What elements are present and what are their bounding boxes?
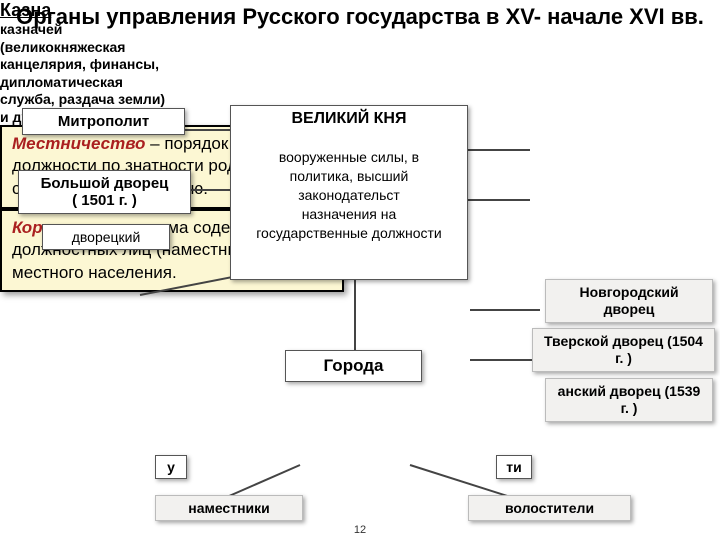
kazna-desc: казначей (великокняжеская канцелярия, фи…: [0, 21, 170, 109]
bolshoi-dvorets-box: Большой дворец ( 1501 г. ): [18, 170, 191, 214]
page-title: Органы управления Русского государства в…: [0, 4, 720, 30]
mitropolit-box: Митрополит: [22, 108, 185, 135]
novgorod-box: Новгородский дворец: [545, 279, 713, 323]
page-number: 12: [0, 524, 720, 536]
tver-box: Тверской дворец (1504 г. ): [532, 328, 715, 372]
mestnichestvo-term: Местничество: [12, 134, 145, 153]
dvoretsky-box: дворецкий: [42, 224, 170, 250]
ti-fragment: ти: [496, 455, 532, 479]
namestniki-box: наместники: [155, 495, 303, 521]
uyezdy-fragment: у: [155, 455, 187, 479]
grand-prince-desc: вооруженные силы, в политика, высший зак…: [239, 148, 459, 242]
grand-prince-box: ВЕЛИКИЙ КНЯ вооруженные силы, в политика…: [230, 105, 468, 280]
volostiteli-box: волостители: [468, 495, 631, 521]
grand-prince-title: ВЕЛИКИЙ КНЯ: [239, 110, 459, 128]
goroda-box: Города: [285, 350, 422, 382]
ansk-box: анский дворец (1539 г. ): [545, 378, 713, 422]
